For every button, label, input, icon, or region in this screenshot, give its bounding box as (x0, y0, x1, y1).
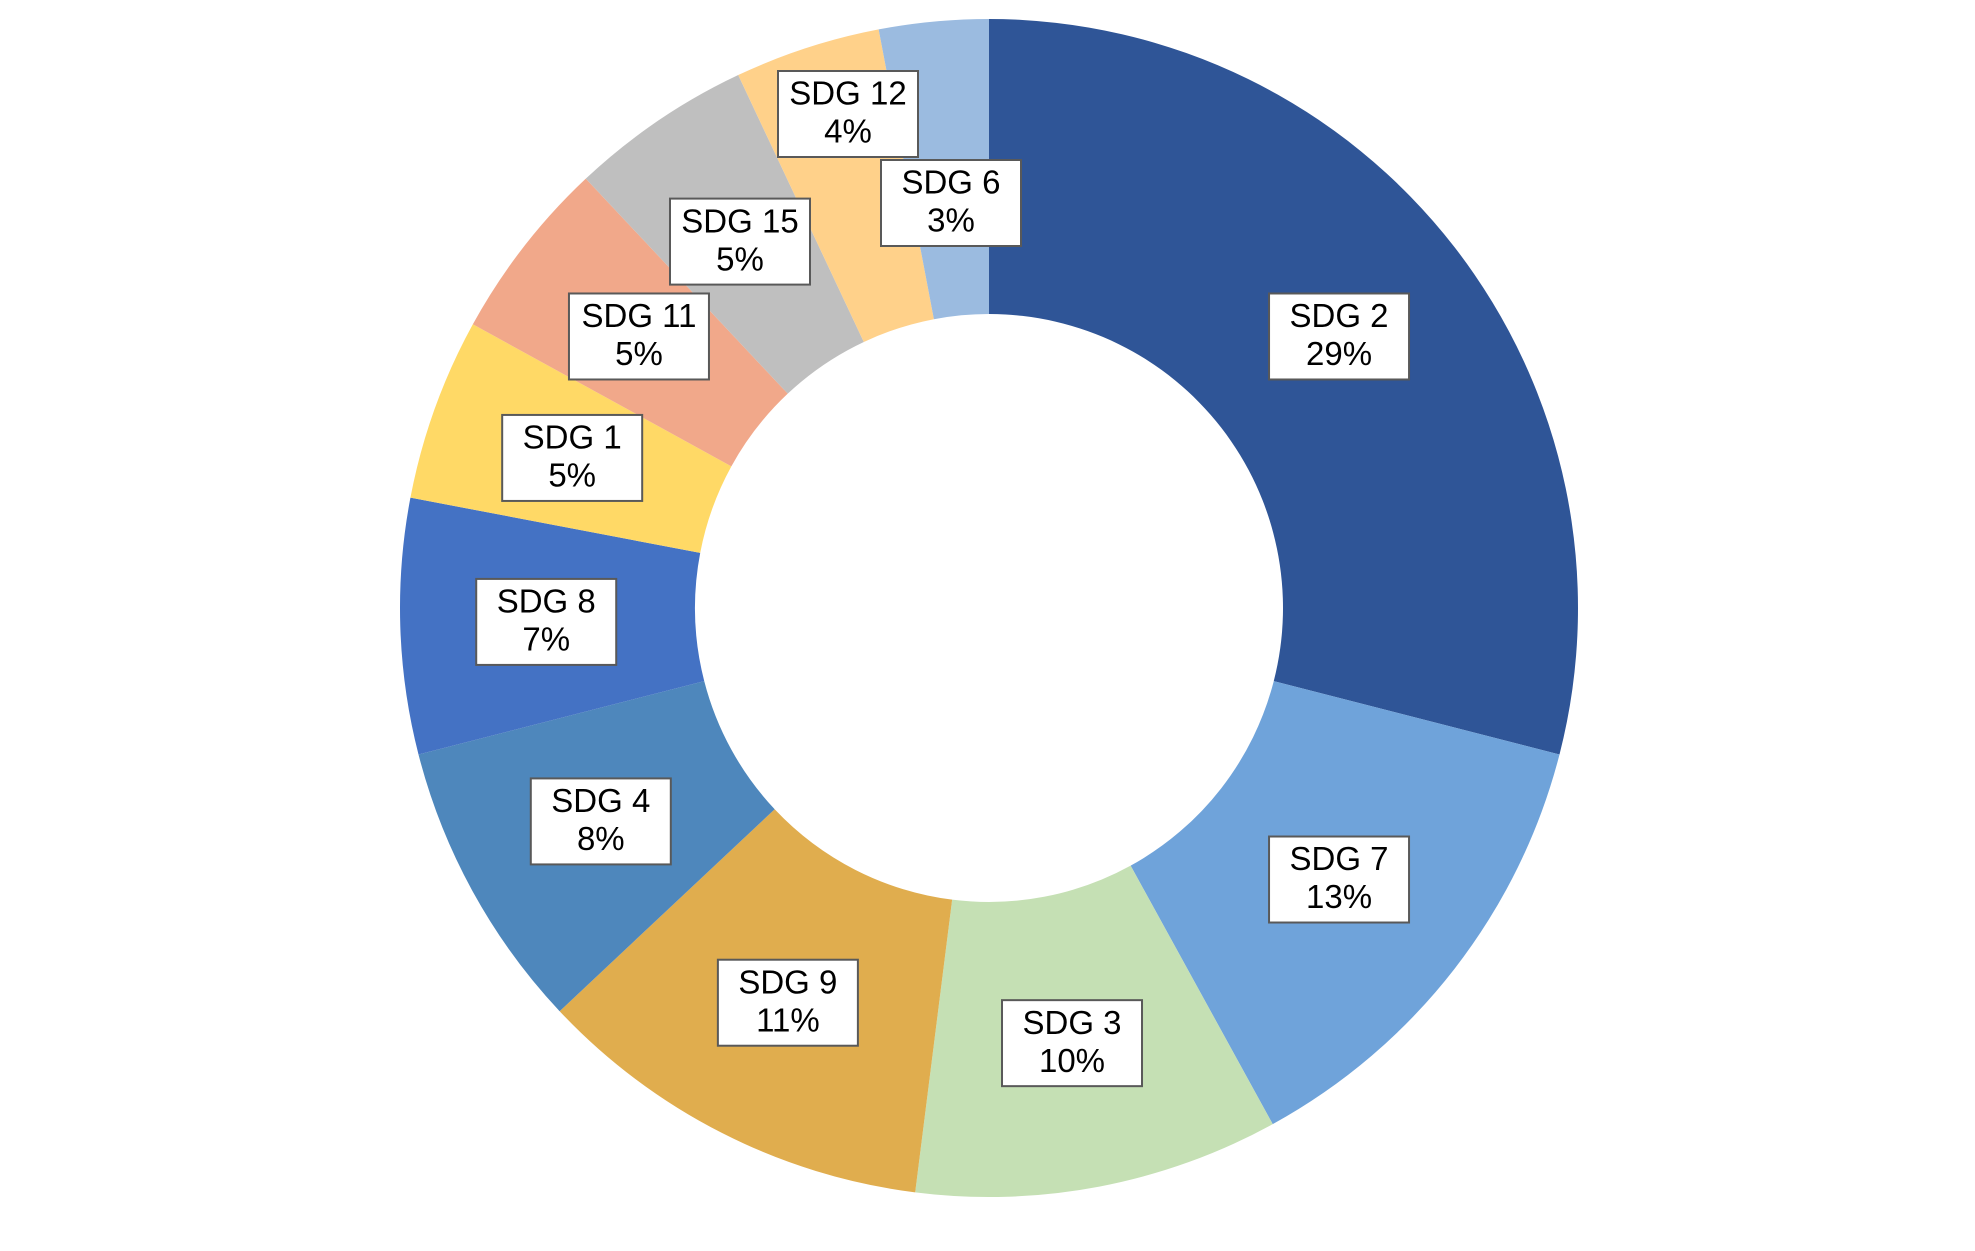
label-box (1268, 292, 1411, 381)
label-box (1268, 835, 1411, 924)
label-category: SDG 1 (523, 419, 622, 456)
label-value: 5% (615, 335, 663, 372)
label-category: SDG 4 (551, 782, 650, 819)
label-box (1001, 999, 1144, 1088)
label-category: SDG 6 (901, 164, 1000, 201)
slice (989, 19, 1578, 755)
label-value: 29% (1306, 335, 1372, 372)
label-category: SDG 12 (789, 75, 906, 112)
label-value: 7% (522, 621, 570, 658)
label-value: 3% (927, 202, 975, 239)
label-value: 13% (1306, 878, 1372, 915)
label-value: 10% (1039, 1042, 1105, 1079)
label-box (880, 159, 1022, 247)
label-category: SDG 7 (1290, 840, 1389, 877)
label-box (529, 777, 672, 866)
label-category: SDG 2 (1290, 297, 1389, 334)
label-value: 11% (756, 1001, 820, 1038)
label-category: SDG 8 (497, 583, 596, 620)
label-box (501, 413, 644, 502)
label-value: 5% (548, 457, 596, 494)
label-box (777, 70, 919, 158)
label-value: 8% (577, 820, 625, 857)
label-category: SDG 3 (1022, 1004, 1121, 1041)
label-box (716, 958, 859, 1047)
label-value: 5% (716, 240, 764, 277)
label-box (475, 577, 618, 666)
label-category: SDG 11 (581, 297, 696, 334)
label-box (668, 197, 811, 286)
label-category: SDG 9 (738, 963, 837, 1000)
label-value: 4% (824, 113, 872, 150)
label-box (567, 292, 710, 381)
label-category: SDG 15 (681, 202, 798, 239)
